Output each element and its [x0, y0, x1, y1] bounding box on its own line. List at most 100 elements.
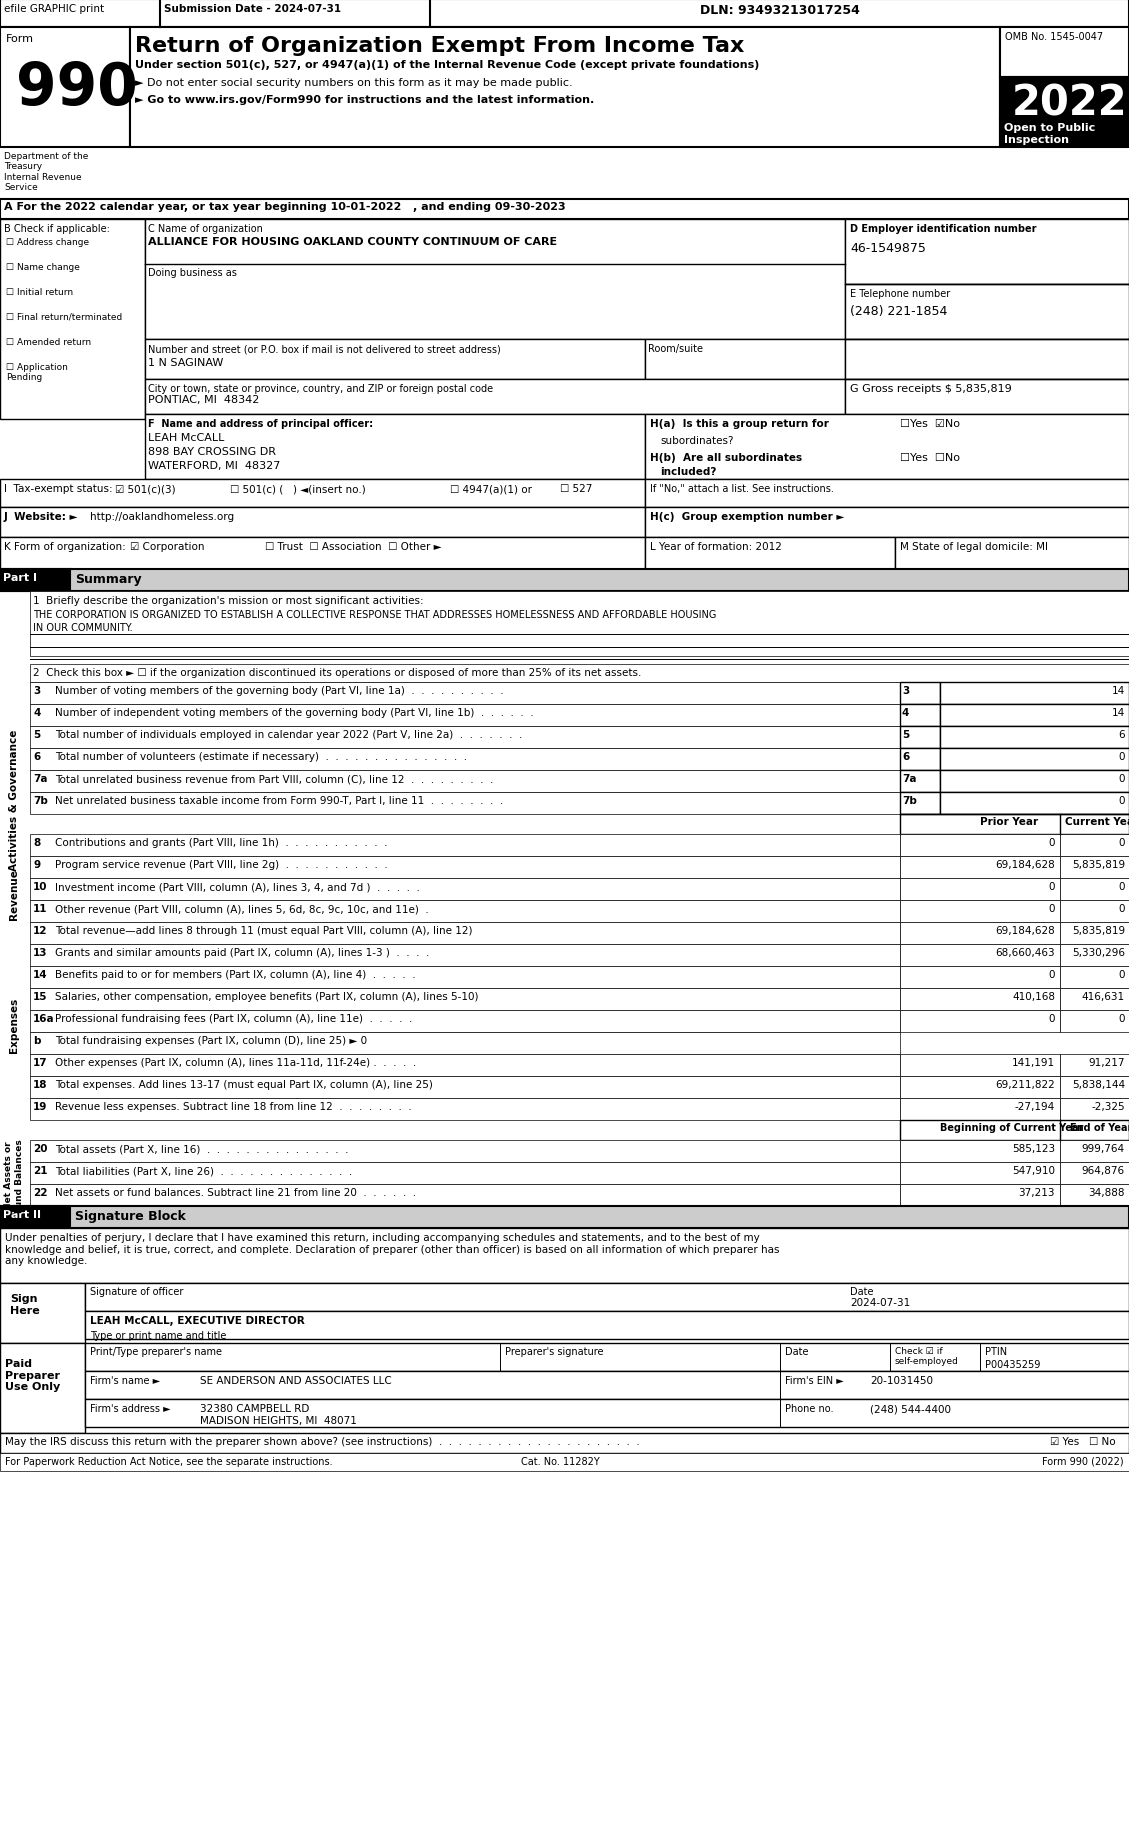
Bar — [900, 748, 940, 770]
Text: 0: 0 — [1049, 838, 1054, 847]
Text: DLN: 93493213017254: DLN: 93493213017254 — [700, 4, 860, 16]
Bar — [940, 727, 1129, 748]
Text: ☐ Address change: ☐ Address change — [6, 238, 89, 247]
Text: 11: 11 — [33, 904, 47, 913]
Text: Submission Date - 2024-07-31: Submission Date - 2024-07-31 — [164, 4, 341, 15]
Bar — [30, 1140, 900, 1162]
Text: 2022: 2022 — [1012, 82, 1128, 124]
Text: 999,764: 999,764 — [1082, 1144, 1124, 1153]
Bar — [1060, 1076, 1129, 1098]
Bar — [1060, 856, 1129, 878]
Text: 6: 6 — [33, 752, 41, 761]
Text: K Form of organization:: K Form of organization: — [5, 542, 125, 551]
Text: SE ANDERSON AND ASSOCIATES LLC: SE ANDERSON AND ASSOCIATES LLC — [200, 1376, 392, 1385]
Bar — [900, 1120, 1129, 1140]
Text: Return of Organization Exempt From Income Tax: Return of Organization Exempt From Incom… — [135, 37, 744, 57]
Text: Date: Date — [850, 1286, 874, 1296]
Text: Net assets or fund balances. Subtract line 21 from line 20  .  .  .  .  .  .: Net assets or fund balances. Subtract li… — [55, 1188, 417, 1197]
Bar — [844, 381, 1129, 415]
Text: Doing business as: Doing business as — [148, 267, 237, 278]
Text: ☐ 527: ☐ 527 — [560, 483, 593, 494]
Text: 7b: 7b — [33, 796, 47, 805]
Text: End of Year: End of Year — [1070, 1122, 1129, 1133]
Bar — [0, 1433, 1129, 1453]
Text: D Employer identification number: D Employer identification number — [850, 223, 1036, 234]
Text: 7b: 7b — [902, 796, 917, 805]
Text: Total liabilities (Part X, line 26)  .  .  .  .  .  .  .  .  .  .  .  .  .  .: Total liabilities (Part X, line 26) . . … — [55, 1166, 352, 1175]
Text: ► Do not enter social security numbers on this form as it may be made public.: ► Do not enter social security numbers o… — [135, 79, 572, 88]
Text: 4: 4 — [33, 708, 41, 717]
Text: (248) 221-1854: (248) 221-1854 — [850, 306, 947, 318]
Text: Other expenses (Part IX, column (A), lines 11a-11d, 11f-24e) .  .  .  .  .: Other expenses (Part IX, column (A), lin… — [55, 1058, 417, 1067]
Text: Activities & Governance: Activities & Governance — [9, 728, 19, 871]
Bar — [900, 1010, 1060, 1032]
Text: ☐ Initial return: ☐ Initial return — [6, 287, 73, 296]
Text: Under penalties of perjury, I declare that I have examined this return, includin: Under penalties of perjury, I declare th… — [5, 1232, 779, 1266]
Text: C Name of organization: C Name of organization — [148, 223, 263, 234]
Text: 0: 0 — [1049, 904, 1054, 913]
Text: 3: 3 — [33, 686, 41, 695]
Text: 2024-07-31: 2024-07-31 — [850, 1297, 910, 1307]
Bar — [900, 814, 1129, 834]
Text: Paid
Preparer
Use Only: Paid Preparer Use Only — [5, 1358, 60, 1391]
Bar — [30, 944, 900, 966]
Text: PONTIAC, MI  48342: PONTIAC, MI 48342 — [148, 395, 260, 404]
Text: WATERFORD, MI  48327: WATERFORD, MI 48327 — [148, 461, 280, 470]
Bar — [0, 479, 645, 507]
Text: E Telephone number: E Telephone number — [850, 289, 951, 298]
Text: 1 N SAGINAW: 1 N SAGINAW — [148, 359, 224, 368]
Bar — [0, 1283, 85, 1343]
Bar — [30, 748, 900, 770]
Text: 69,211,822: 69,211,822 — [996, 1080, 1054, 1089]
Text: Preparer's signature: Preparer's signature — [505, 1347, 604, 1356]
Text: 18: 18 — [33, 1080, 47, 1089]
Text: H(c)  Group exemption number ►: H(c) Group exemption number ► — [650, 512, 844, 522]
Bar — [645, 507, 1129, 538]
Text: -2,325: -2,325 — [1092, 1102, 1124, 1111]
Text: ☐ Name change: ☐ Name change — [6, 264, 80, 273]
Text: 141,191: 141,191 — [1012, 1058, 1054, 1067]
Bar — [1060, 966, 1129, 988]
Bar — [900, 683, 940, 705]
Text: If "No," attach a list. See instructions.: If "No," attach a list. See instructions… — [650, 483, 834, 494]
Text: 5: 5 — [902, 730, 909, 739]
Text: 0: 0 — [1119, 752, 1124, 761]
Bar — [30, 900, 900, 922]
Text: ☑ Yes   ☐ No: ☑ Yes ☐ No — [1050, 1437, 1115, 1446]
Text: Total expenses. Add lines 13-17 (must equal Part IX, column (A), line 25): Total expenses. Add lines 13-17 (must eq… — [55, 1080, 432, 1089]
Bar — [940, 792, 1129, 814]
Text: 410,168: 410,168 — [1012, 992, 1054, 1001]
Text: 13: 13 — [33, 948, 47, 957]
Bar — [1060, 944, 1129, 966]
Text: Room/suite: Room/suite — [648, 344, 703, 353]
Bar — [85, 1283, 1129, 1312]
Text: 32380 CAMPBELL RD: 32380 CAMPBELL RD — [200, 1404, 309, 1413]
Bar — [1060, 1140, 1129, 1162]
Bar — [1060, 900, 1129, 922]
Text: 68,660,463: 68,660,463 — [996, 948, 1054, 957]
Text: 585,123: 585,123 — [1012, 1144, 1054, 1153]
Text: 4: 4 — [902, 708, 909, 717]
Bar — [900, 944, 1060, 966]
Text: Beginning of Current Year: Beginning of Current Year — [940, 1122, 1084, 1133]
Text: 547,910: 547,910 — [1012, 1166, 1054, 1175]
Text: (248) 544-4400: (248) 544-4400 — [870, 1404, 951, 1413]
Text: Current Year: Current Year — [1065, 816, 1129, 827]
Text: PTIN: PTIN — [984, 1347, 1007, 1356]
Bar — [844, 220, 1129, 285]
Text: 19: 19 — [33, 1102, 47, 1111]
Bar — [145, 415, 645, 479]
Bar — [30, 727, 900, 748]
Text: Number and street (or P.O. box if mail is not delivered to street address): Number and street (or P.O. box if mail i… — [148, 344, 501, 353]
Bar — [1060, 1184, 1129, 1206]
Bar — [0, 199, 1129, 220]
Text: Other revenue (Part VIII, column (A), lines 5, 6d, 8c, 9c, 10c, and 11e)  .: Other revenue (Part VIII, column (A), li… — [55, 904, 429, 913]
Text: 20-1031450: 20-1031450 — [870, 1376, 933, 1385]
Text: 0: 0 — [1049, 1014, 1054, 1023]
Bar — [645, 538, 895, 569]
Text: May the IRS discuss this return with the preparer shown above? (see instructions: May the IRS discuss this return with the… — [5, 1437, 640, 1446]
Text: 0: 0 — [1119, 882, 1124, 891]
Text: Department of the
Treasury
Internal Revenue
Service: Department of the Treasury Internal Reve… — [5, 152, 88, 192]
Bar — [844, 285, 1129, 340]
Bar — [85, 1343, 1129, 1371]
